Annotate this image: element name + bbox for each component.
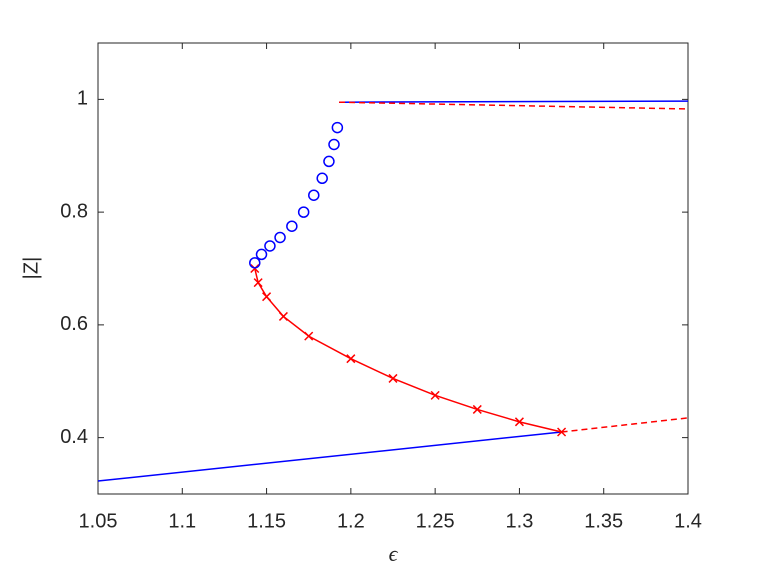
marker	[331, 121, 344, 134]
marker	[264, 240, 276, 252]
marker	[308, 189, 320, 201]
marker	[316, 172, 328, 185]
marker	[297, 206, 310, 218]
marker	[323, 155, 335, 168]
line	[339, 100, 689, 103]
marker	[557, 427, 567, 437]
y-axis-label: |Z|	[20, 257, 42, 280]
marker	[430, 390, 440, 400]
x-tick-label: 1.2	[337, 510, 365, 532]
marker	[253, 278, 263, 288]
marker	[328, 138, 340, 151]
marker	[249, 257, 261, 269]
marker	[388, 373, 398, 383]
y-tick-label: 1	[77, 88, 88, 110]
x-tick-label: 1.3	[506, 510, 534, 532]
marker	[304, 331, 314, 341]
plot-area	[97, 42, 689, 495]
line	[97, 431, 562, 482]
y-tick-label: 0.4	[60, 426, 88, 448]
marker	[262, 292, 272, 302]
x-tick-label: 1.15	[247, 510, 286, 532]
x-axis-label: ϵ	[389, 541, 399, 566]
marker	[286, 220, 298, 232]
line	[339, 101, 689, 110]
marker	[472, 404, 482, 414]
marker	[274, 231, 286, 244]
x-tick-label: 1.4	[674, 510, 702, 532]
x-tick-label: 1.35	[584, 510, 623, 532]
x-tick-label: 1.25	[416, 510, 455, 532]
marker	[346, 354, 356, 364]
marker	[514, 417, 524, 427]
marker	[278, 311, 288, 321]
line	[561, 417, 689, 433]
y-tick-label: 0.6	[60, 313, 88, 335]
marker	[255, 248, 268, 261]
y-tick-label: 0.8	[60, 200, 88, 222]
x-tick-label: 1.1	[168, 510, 196, 532]
x-tick-label: 1.05	[79, 510, 118, 532]
